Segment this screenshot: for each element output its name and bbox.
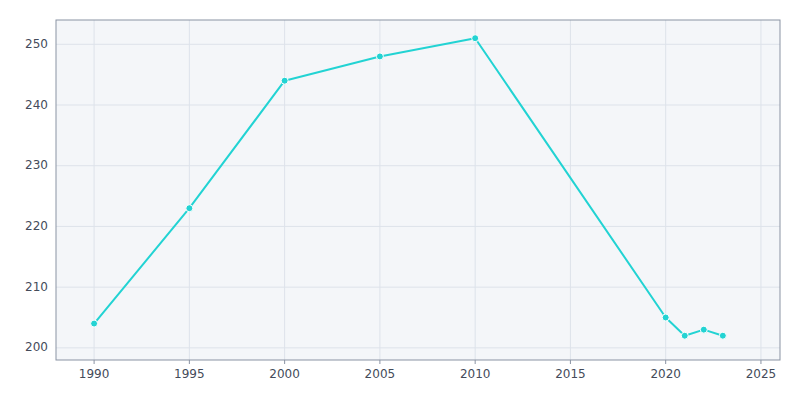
point-marker	[281, 77, 288, 84]
x-tick-mark	[570, 360, 571, 364]
x-tick-label: 2015	[555, 367, 586, 381]
series-line	[94, 38, 723, 336]
x-tick-mark	[760, 360, 761, 364]
y-tick-label: 220	[25, 219, 48, 233]
x-tick-label: 2010	[460, 367, 491, 381]
x-grid-line	[665, 20, 666, 360]
point-marker	[376, 53, 383, 60]
x-grid-line	[189, 20, 190, 360]
x-tick-label: 2025	[746, 367, 777, 381]
y-grid-line	[56, 105, 780, 106]
x-tick-label: 2000	[269, 367, 300, 381]
y-tick-label: 240	[25, 98, 48, 112]
point-marker	[719, 332, 726, 339]
x-tick-label: 1995	[174, 367, 205, 381]
plot-background	[56, 20, 780, 360]
point-marker	[681, 332, 688, 339]
y-grid-line	[56, 347, 780, 348]
y-tick-label: 210	[25, 280, 48, 294]
x-tick-mark	[189, 360, 190, 364]
x-grid-line	[284, 20, 285, 360]
point-marker	[472, 35, 479, 42]
point-marker	[186, 205, 193, 212]
y-tick-label: 200	[25, 340, 48, 354]
x-tick-mark	[284, 360, 285, 364]
chart-svg: 200 210 220 230 240 250 1990 1995 2000 2005 2010 20…	[0, 0, 800, 400]
x-tick-label: 2020	[650, 367, 681, 381]
y-grid-line	[56, 44, 780, 45]
axes: 200 210 220 230 240 250 1990 1995 2000 2005 2010 20…	[25, 20, 780, 381]
y-grid-line	[56, 165, 780, 166]
x-grid-line	[475, 20, 476, 360]
x-tick-label: 1990	[79, 367, 110, 381]
x-grid-line	[379, 20, 380, 360]
x-tick-label: 2005	[365, 367, 396, 381]
x-tick-mark	[475, 360, 476, 364]
x-tick-mark	[379, 360, 380, 364]
x-tick-mark	[665, 360, 666, 364]
x-grid-line	[94, 20, 95, 360]
point-marker	[700, 326, 707, 333]
x-grid-line	[760, 20, 761, 360]
x-tick-mark	[94, 360, 95, 364]
y-grid-line	[56, 226, 780, 227]
x-grid-line	[570, 20, 571, 360]
y-grid-line	[56, 287, 780, 288]
y-tick-label: 230	[25, 158, 48, 172]
point-marker	[91, 320, 98, 327]
y-tick-label: 250	[25, 37, 48, 51]
plot-frame	[56, 20, 780, 360]
point-marker	[662, 314, 669, 321]
data-layer	[91, 35, 727, 340]
grid	[56, 20, 780, 360]
chart-container: 200 210 220 230 240 250 1990 1995 2000 2005 2010 20…	[0, 0, 800, 400]
